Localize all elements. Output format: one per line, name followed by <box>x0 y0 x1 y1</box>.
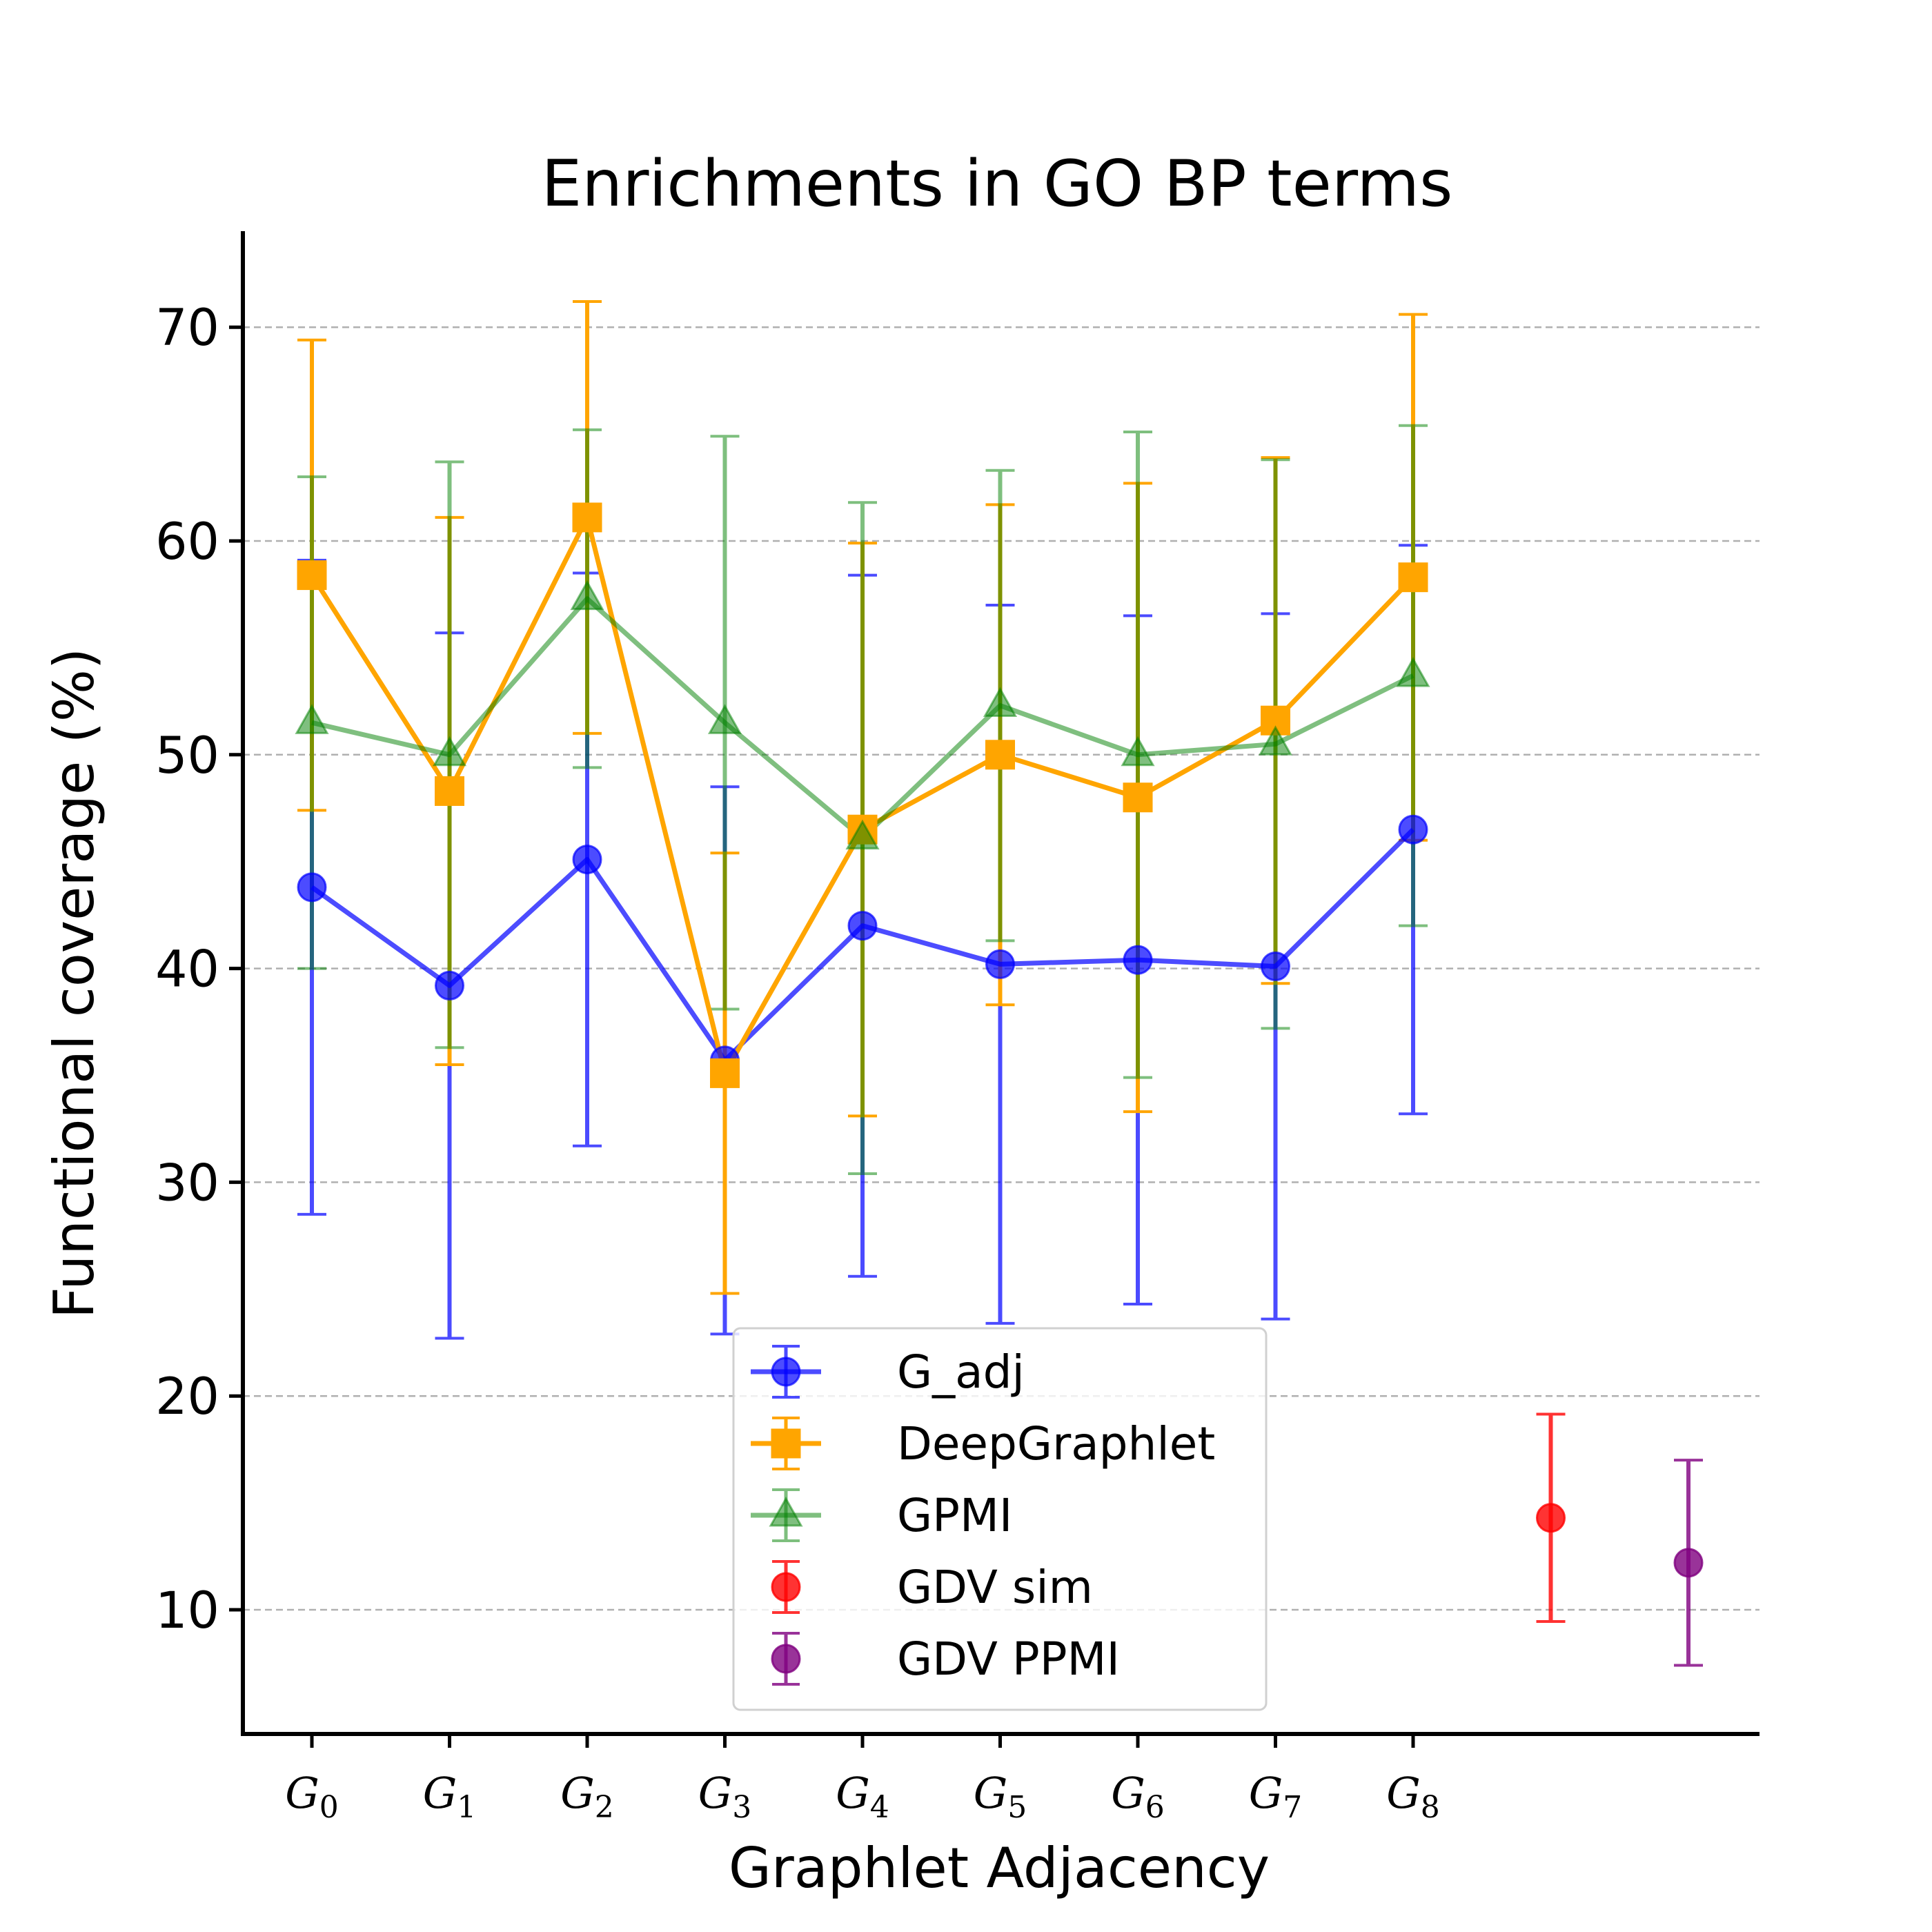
y-tick-label-40: 40 <box>155 940 219 999</box>
marker-g-adj-4 <box>847 911 878 941</box>
marker-gpmi-8 <box>1396 657 1430 687</box>
marker-g-adj-2 <box>572 845 602 875</box>
legend-label: DeepGraphlet <box>897 1417 1215 1470</box>
legend-item-gdv-ppmi: GDV PPMI <box>771 1632 1120 1686</box>
y-axis-ticks: 10 20 30 40 50 60 70 <box>155 299 243 1640</box>
y-tick-label-10: 10 <box>155 1581 219 1640</box>
legend-marker <box>771 1644 801 1674</box>
marker-deepgraphlet-8 <box>1398 562 1428 593</box>
marker-g-adj-0 <box>297 872 327 903</box>
marker-deepgraphlet-0 <box>297 560 327 591</box>
marker-gdv-sim-0 <box>1536 1503 1566 1533</box>
grid <box>243 326 1759 1611</box>
legend-marker <box>771 1357 801 1387</box>
y-tick-label-70: 70 <box>155 299 219 357</box>
x-tick-label-3: G3 <box>698 1768 752 1825</box>
marker-gpmi-2 <box>570 580 604 611</box>
x-axis-ticks: G0 G1 G2 G3 G4 G5 G6 G7 G8 <box>285 1734 1440 1825</box>
series-markers <box>295 502 1704 1578</box>
x-tick-label-2: G2 <box>560 1768 614 1825</box>
y-tick-label-50: 50 <box>155 727 219 785</box>
x-tick-label-5: G5 <box>974 1768 1027 1825</box>
y-axis-label: Functional coverage (%) <box>42 648 106 1319</box>
legend-item-gpmi: GPMI <box>751 1488 1012 1542</box>
x-tick-label-6: G6 <box>1111 1768 1165 1825</box>
chart-title: Enrichments in GO BP terms <box>541 146 1452 221</box>
x-tick-label-4: G4 <box>836 1768 889 1825</box>
x-tick-label-8: G8 <box>1386 1768 1440 1825</box>
legend-box <box>732 1327 1268 1711</box>
y-tick-label-60: 60 <box>155 513 219 571</box>
legend-marker <box>771 1572 801 1602</box>
marker-g-adj-7 <box>1261 952 1290 982</box>
x-tick-label-7: G7 <box>1249 1768 1303 1825</box>
marker-gpmi-4 <box>845 819 880 850</box>
x-tick-label-0: G0 <box>285 1768 339 1825</box>
marker-gpmi-5 <box>983 687 1018 718</box>
legend: G_adj DeepGraphlet GPMI GDV sim GDV PPMI <box>732 1327 1268 1711</box>
marker-g-adj-8 <box>1398 814 1428 845</box>
marker-deepgraphlet-6 <box>1123 782 1153 813</box>
x-axis-label: Graphlet Adjacency <box>729 1836 1270 1900</box>
legend-label: GDV PPMI <box>897 1633 1120 1686</box>
marker-gpmi-7 <box>1258 725 1293 756</box>
legend-item-gdv-sim: GDV sim <box>771 1560 1093 1614</box>
marker-deepgraphlet-1 <box>435 776 464 806</box>
marker-gdv-ppmi-0 <box>1673 1548 1704 1578</box>
legend-item-deepgraphlet: DeepGraphlet <box>751 1417 1215 1470</box>
y-tick-label-20: 20 <box>155 1368 219 1426</box>
marker-gpmi-0 <box>295 704 329 734</box>
marker-deepgraphlet-3 <box>710 1058 740 1088</box>
legend-label: GPMI <box>897 1489 1012 1542</box>
legend-label: G_adj <box>897 1346 1025 1399</box>
marker-g-adj-6 <box>1123 945 1153 975</box>
marker-g-adj-1 <box>435 970 464 1000</box>
marker-gpmi-3 <box>707 704 742 734</box>
marker-g-adj-5 <box>985 949 1015 979</box>
legend-item-g-adj: G_adj <box>751 1345 1025 1399</box>
marker-gpmi-6 <box>1121 736 1155 767</box>
legend-marker <box>771 1428 801 1459</box>
marker-deepgraphlet-2 <box>572 502 602 533</box>
x-tick-label-1: G1 <box>423 1768 477 1825</box>
legend-label: GDV sim <box>897 1561 1093 1614</box>
marker-deepgraphlet-5 <box>985 740 1015 770</box>
marker-gpmi-1 <box>432 736 467 767</box>
y-tick-label-30: 30 <box>155 1154 219 1212</box>
legend-marker <box>769 1496 803 1527</box>
